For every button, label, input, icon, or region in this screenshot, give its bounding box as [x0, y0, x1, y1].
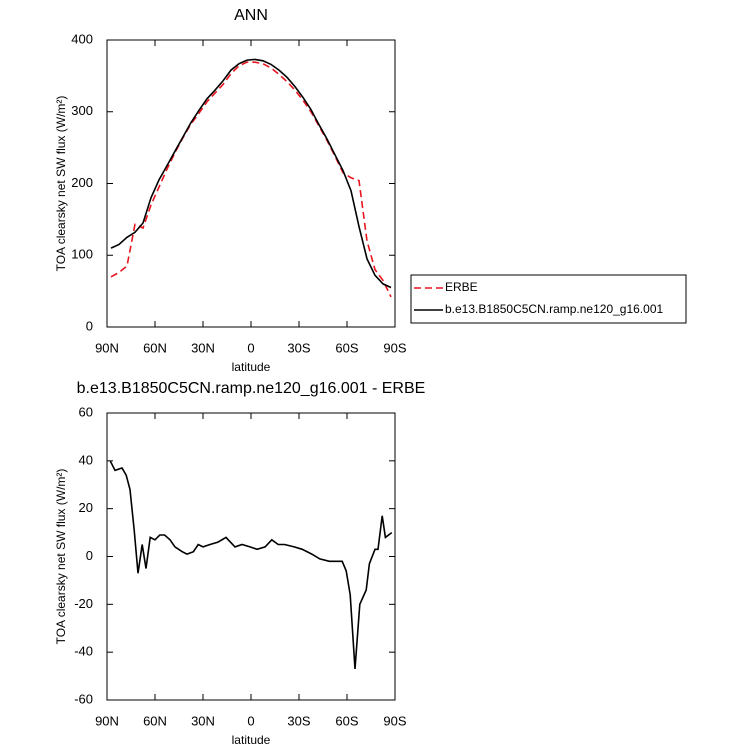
y-tick-label: 40: [79, 452, 93, 467]
legend-label: ERBE: [445, 280, 478, 294]
data-line: [110, 61, 392, 298]
plot-frame: [106, 412, 396, 701]
y-tick-label: 400: [71, 31, 93, 46]
y-axis-label: TOA clearsky net SW flux (W/m²): [54, 96, 68, 272]
y-tick-label: 0: [86, 318, 93, 333]
x-tick-label: 30N: [191, 713, 215, 728]
x-tick-label: 0: [247, 340, 254, 355]
x-tick-label: 60S: [335, 340, 358, 355]
y-tick-label: 200: [71, 175, 93, 190]
y-axis-label: TOA clearsky net SW flux (W/m²): [54, 469, 68, 645]
x-tick-label: 90S: [383, 340, 406, 355]
y-tick-label: 20: [79, 500, 93, 515]
x-tick-label: 30N: [191, 340, 215, 355]
x-axis-label: latitude: [232, 360, 271, 374]
legend-box: [410, 274, 687, 324]
x-tick-label: 30S: [287, 713, 310, 728]
data-line: [109, 460, 393, 669]
x-tick-label: 90N: [95, 340, 119, 355]
x-tick-label: 60N: [143, 713, 167, 728]
y-tick-label: -60: [74, 691, 93, 706]
chart-title: ANN: [234, 7, 268, 24]
y-tick-label: -40: [74, 644, 93, 659]
y-tick-label: 300: [71, 103, 93, 118]
y-tick-label: -20: [74, 596, 93, 611]
x-tick-label: 90S: [383, 713, 406, 728]
x-tick-label: 0: [247, 713, 254, 728]
y-tick-label: 60: [79, 404, 93, 419]
y-tick-label: 0: [86, 548, 93, 563]
x-tick-label: 60N: [143, 340, 167, 355]
data-line: [110, 58, 392, 289]
x-axis-label: latitude: [232, 733, 271, 747]
plot-frame: [106, 39, 396, 328]
x-tick-label: 60S: [335, 713, 358, 728]
chart-title: b.e13.B1850C5CN.ramp.ne120_g16.001 - ERB…: [77, 380, 426, 397]
x-tick-label: 30S: [287, 340, 310, 355]
x-tick-label: 90N: [95, 713, 119, 728]
legend-label: b.e13.B1850C5CN.ramp.ne120_g16.001: [445, 302, 663, 316]
y-tick-label: 100: [71, 247, 93, 262]
